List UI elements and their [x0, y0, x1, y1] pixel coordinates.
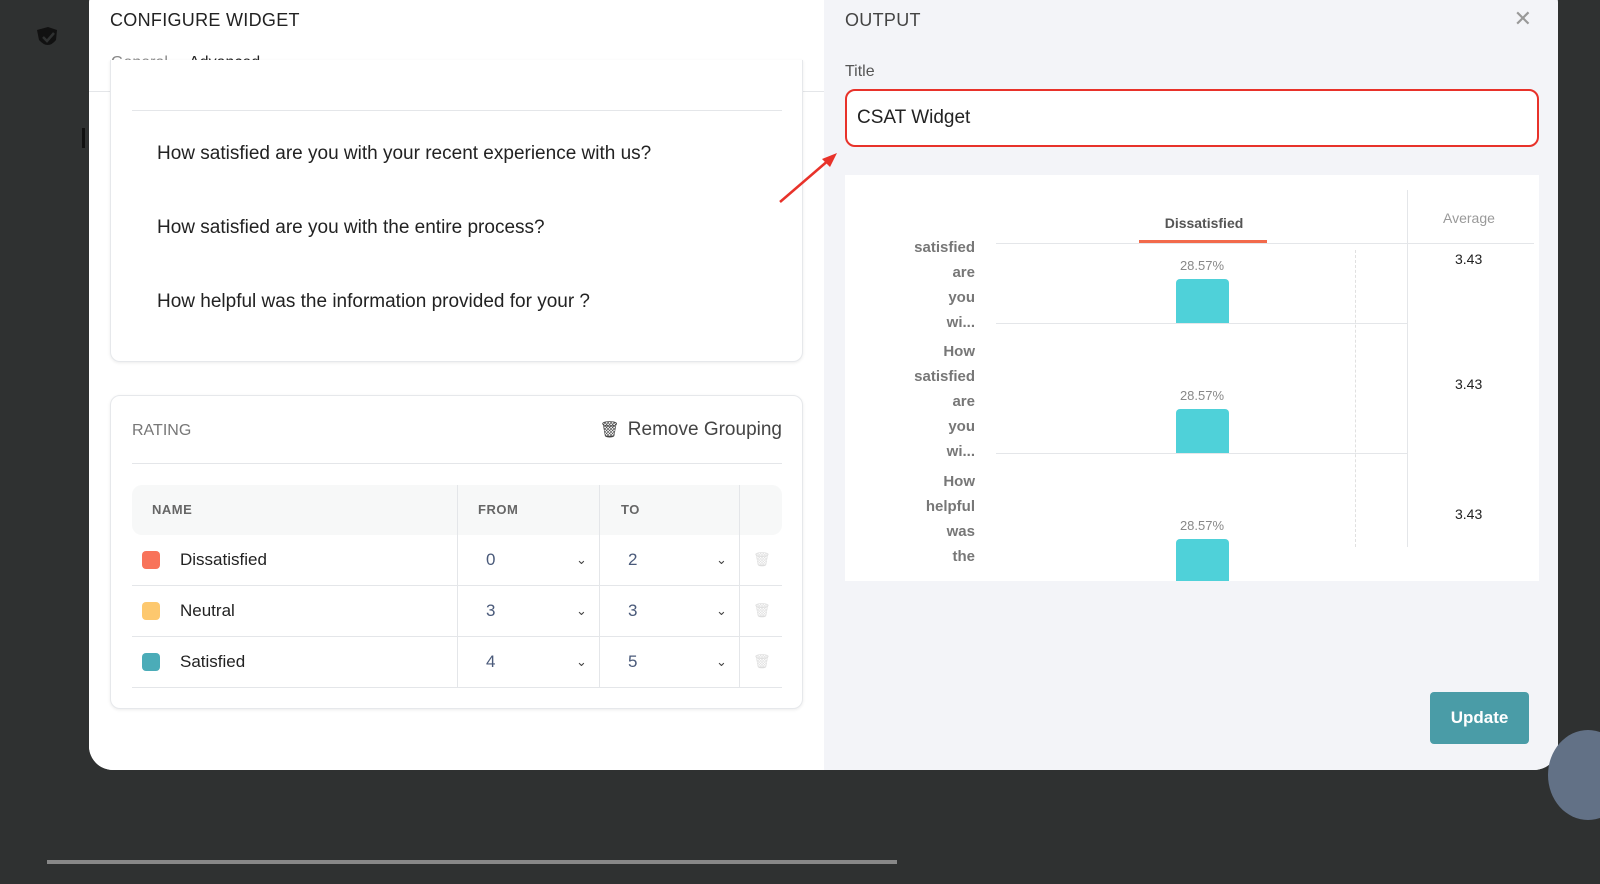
configure-panel: CONFIGURE WIDGET General Advanced How sa… [89, 0, 824, 770]
rating-card: RATING 🗑 Remove Grouping NAME FROM TO Di… [110, 395, 803, 709]
bar [1176, 539, 1229, 581]
series-header-underline [1139, 240, 1267, 243]
bar [1176, 279, 1229, 323]
title-input[interactable] [845, 89, 1539, 147]
remove-grouping-button[interactable]: 🗑 Remove Grouping [599, 419, 782, 441]
delete-row-icon[interactable]: 🗑 [753, 551, 771, 567]
question-item: How satisfied are you with the entire pr… [157, 217, 545, 238]
to-value: 3 [628, 601, 638, 620]
annotation-arrow [779, 153, 837, 203]
panel-title: CONFIGURE WIDGET [110, 10, 300, 30]
grid-line [1355, 250, 1356, 547]
update-button[interactable]: Update [1430, 692, 1529, 744]
rating-heading: RATING [132, 422, 192, 439]
from-select[interactable]: 4 ⌄ [468, 637, 600, 688]
average-value: 3.43 [1455, 506, 1483, 522]
rating-name[interactable]: Dissatisfied [180, 550, 267, 569]
col-name: NAME [152, 502, 193, 517]
from-value: 3 [486, 601, 496, 620]
row-label: satisfied are you wi... [914, 239, 975, 331]
chevron-down-icon: ⌄ [576, 603, 587, 618]
from-select[interactable]: 3 ⌄ [468, 586, 600, 637]
to-select[interactable]: 2 ⌄ [610, 535, 740, 586]
output-panel: OUTPUT ✕ Title Average Dissatisfied sati… [824, 0, 1558, 770]
average-value: 3.43 [1455, 251, 1483, 267]
to-select[interactable]: 3 ⌄ [610, 586, 740, 637]
to-select[interactable]: 5 ⌄ [610, 637, 740, 688]
color-swatch[interactable] [142, 551, 160, 569]
bar-value-label: 28.57% [1179, 518, 1225, 533]
average-header: Average [1443, 210, 1495, 226]
series-header: Dissatisfied [1164, 215, 1244, 231]
questions-card: How satisfied are you with your recent e… [110, 60, 803, 362]
row-label: How helpful was the [925, 473, 975, 565]
bar-value-label: 28.57% [1179, 258, 1225, 273]
output-title: OUTPUT [845, 10, 921, 30]
rating-row: Satisfied 4 ⌄ 5 ⌄ 🗑 [132, 637, 782, 688]
average-value: 3.43 [1455, 376, 1483, 392]
rating-row: Dissatisfied 0 ⌄ 2 ⌄ 🗑 [132, 535, 782, 586]
chevron-down-icon: ⌄ [716, 603, 727, 618]
question-item: How helpful was the information provided… [157, 291, 591, 312]
title-label: Title [845, 63, 875, 80]
trash-icon: 🗑 [599, 422, 620, 439]
to-value: 2 [628, 550, 638, 569]
from-value: 4 [486, 652, 496, 671]
rating-name[interactable]: Neutral [180, 601, 235, 620]
row-label: How satisfied are you wi... [914, 343, 975, 460]
rating-name[interactable]: Satisfied [180, 652, 246, 671]
bar-value-label: 28.57% [1179, 388, 1225, 403]
from-select[interactable]: 0 ⌄ [468, 535, 600, 586]
chevron-down-icon: ⌄ [716, 552, 727, 567]
horizontal-scrollbar[interactable] [47, 860, 897, 864]
chevron-down-icon: ⌄ [716, 654, 727, 669]
color-swatch[interactable] [142, 602, 160, 620]
delete-row-icon[interactable]: 🗑 [753, 602, 771, 618]
chevron-down-icon: ⌄ [576, 654, 587, 669]
question-item: How satisfied are you with your recent e… [157, 143, 652, 164]
col-from: FROM [478, 502, 519, 517]
configure-widget-modal: CONFIGURE WIDGET General Advanced How sa… [89, 0, 1558, 770]
delete-row-icon[interactable]: 🗑 [753, 653, 771, 669]
sidebar-marker [82, 128, 85, 148]
color-swatch[interactable] [142, 653, 160, 671]
from-value: 0 [486, 550, 496, 569]
remove-grouping-label: Remove Grouping [627, 419, 782, 440]
rating-row: Neutral 3 ⌄ 3 ⌄ 🗑 [132, 586, 782, 637]
app-logo-icon [34, 24, 62, 52]
close-icon[interactable]: ✕ [1513, 6, 1532, 31]
chevron-down-icon: ⌄ [576, 552, 587, 567]
col-to: TO [621, 502, 640, 517]
to-value: 5 [628, 652, 638, 671]
bar [1176, 409, 1229, 453]
csat-chart: Average Dissatisfied satisfied are you w… [845, 175, 1539, 581]
